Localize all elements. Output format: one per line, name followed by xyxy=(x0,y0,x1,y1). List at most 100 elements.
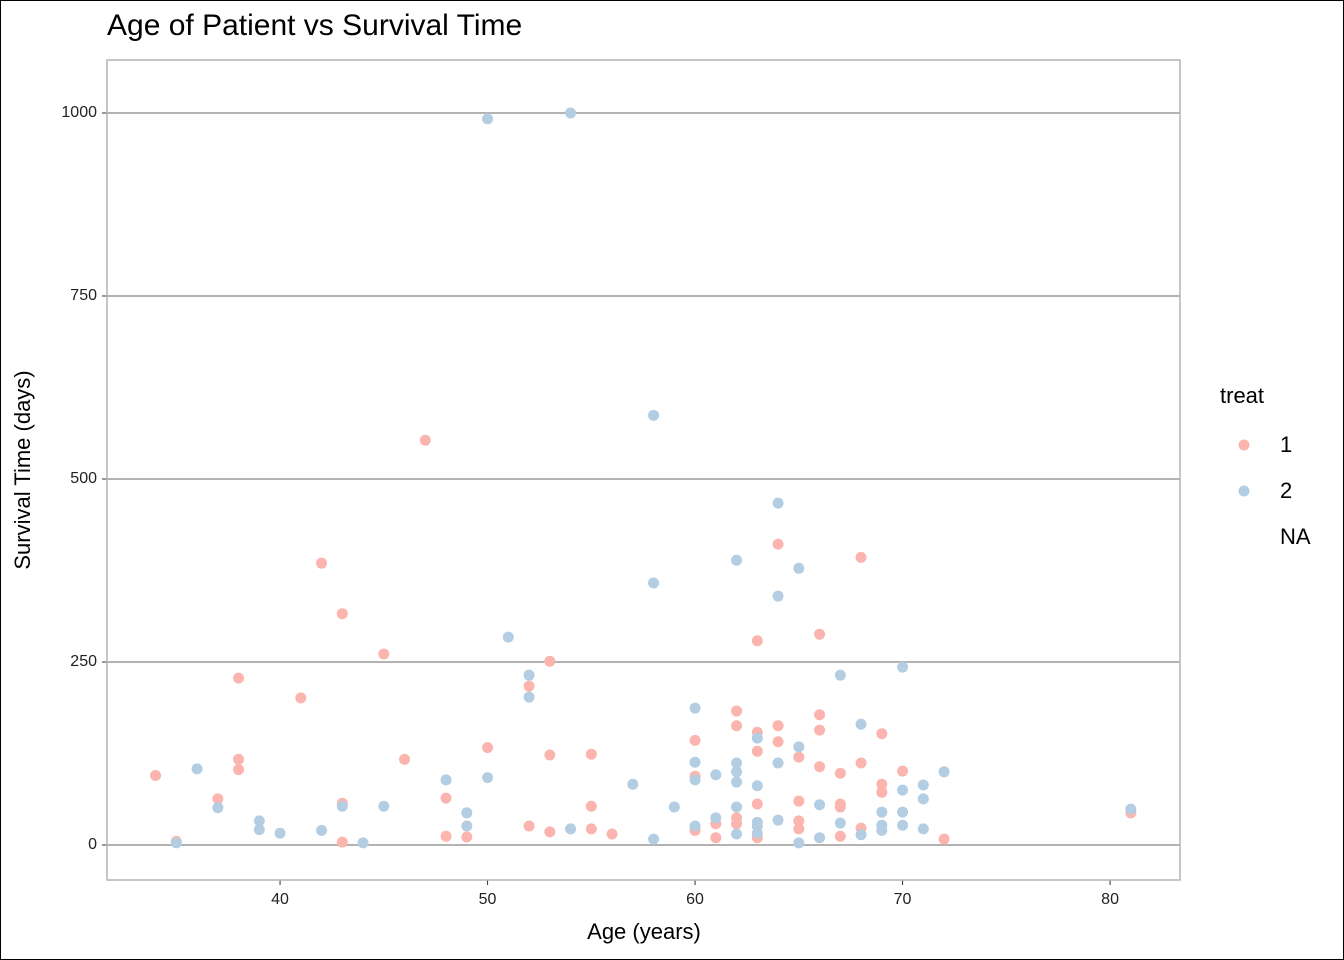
point xyxy=(461,807,473,819)
point xyxy=(523,820,535,832)
point xyxy=(482,772,494,784)
point xyxy=(440,792,452,804)
point xyxy=(751,635,763,647)
point xyxy=(834,830,846,842)
point xyxy=(440,830,452,842)
point xyxy=(731,554,743,566)
point xyxy=(233,753,245,765)
point xyxy=(772,736,784,748)
point xyxy=(751,745,763,757)
point xyxy=(917,823,929,835)
point xyxy=(689,756,701,768)
point xyxy=(814,832,826,844)
legend-key xyxy=(1238,439,1250,451)
point xyxy=(253,815,265,827)
point xyxy=(336,800,348,812)
point xyxy=(668,801,680,813)
point xyxy=(233,764,245,776)
point xyxy=(316,824,328,836)
point xyxy=(793,741,805,753)
point xyxy=(855,551,867,563)
plot-border xyxy=(106,59,1181,881)
x-axis-label: Age (years) xyxy=(587,919,701,944)
point xyxy=(357,837,369,849)
point xyxy=(731,828,743,840)
point xyxy=(731,801,743,813)
x-tick-label: 50 xyxy=(479,891,497,908)
point xyxy=(897,819,909,831)
point xyxy=(523,669,535,681)
point xyxy=(731,818,743,830)
point xyxy=(544,749,556,761)
x-tick-label: 80 xyxy=(1101,891,1119,908)
point xyxy=(440,774,452,786)
point xyxy=(378,648,390,660)
point xyxy=(170,837,182,849)
point xyxy=(606,828,618,840)
point xyxy=(793,751,805,763)
point xyxy=(585,823,597,835)
point xyxy=(502,631,514,643)
point xyxy=(689,774,701,786)
point xyxy=(731,776,743,788)
y-tick-label: 1000 xyxy=(61,104,97,121)
point xyxy=(772,757,784,769)
legend-title: treat xyxy=(1220,383,1264,408)
point xyxy=(876,806,888,818)
point xyxy=(544,826,556,838)
point xyxy=(482,742,494,754)
point xyxy=(793,837,805,849)
point xyxy=(689,702,701,714)
point xyxy=(565,107,577,119)
point xyxy=(938,833,950,845)
point xyxy=(772,720,784,732)
point xyxy=(814,628,826,640)
point xyxy=(855,757,867,769)
point xyxy=(834,767,846,779)
point xyxy=(751,827,763,839)
point xyxy=(772,814,784,826)
point xyxy=(710,812,722,824)
point xyxy=(731,757,743,769)
point xyxy=(897,661,909,673)
point xyxy=(710,832,722,844)
y-tick-label: 250 xyxy=(70,653,97,670)
point xyxy=(233,672,245,684)
point xyxy=(461,820,473,832)
point xyxy=(793,795,805,807)
point xyxy=(814,761,826,773)
point xyxy=(876,778,888,790)
point xyxy=(544,655,556,667)
point xyxy=(772,590,784,602)
point xyxy=(814,709,826,721)
point xyxy=(876,728,888,740)
point xyxy=(316,557,328,569)
point xyxy=(814,724,826,736)
point xyxy=(897,765,909,777)
x-tick-label: 60 xyxy=(686,891,704,908)
point xyxy=(482,113,494,125)
point xyxy=(731,766,743,778)
point xyxy=(751,732,763,744)
point xyxy=(1125,803,1137,815)
point xyxy=(689,734,701,746)
point xyxy=(751,798,763,810)
point xyxy=(772,538,784,550)
point xyxy=(855,829,867,841)
point xyxy=(751,780,763,792)
point xyxy=(938,766,950,778)
point xyxy=(793,815,805,827)
legend-key xyxy=(1238,485,1250,497)
point xyxy=(295,692,307,704)
point xyxy=(876,786,888,798)
point xyxy=(378,800,390,812)
point xyxy=(897,784,909,796)
point xyxy=(523,680,535,692)
point xyxy=(917,793,929,805)
x-tick-label: 70 xyxy=(894,891,912,908)
point xyxy=(793,823,805,835)
y-tick-label: 0 xyxy=(88,836,97,853)
point xyxy=(212,793,224,805)
point xyxy=(627,778,639,790)
